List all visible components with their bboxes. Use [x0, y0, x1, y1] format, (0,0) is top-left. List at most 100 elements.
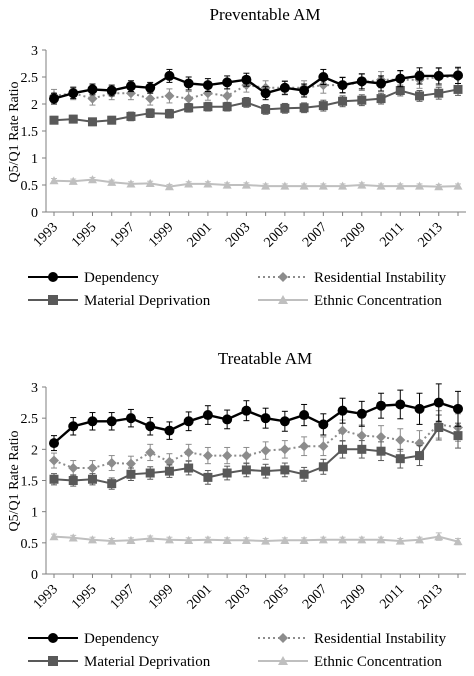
data-point — [337, 425, 348, 436]
data-point — [241, 180, 251, 189]
data-point — [376, 446, 386, 456]
data-point — [338, 444, 348, 454]
data-point — [433, 70, 444, 81]
data-point — [337, 405, 348, 416]
legend-item: Material Deprivation — [28, 654, 211, 670]
data-point — [107, 115, 117, 125]
series-material-deprivation — [49, 414, 463, 490]
data-point — [376, 535, 386, 544]
data-point — [87, 117, 97, 127]
data-point — [299, 535, 309, 544]
data-point — [222, 535, 232, 544]
data-point — [126, 179, 136, 188]
legend-item: Residential Instability — [258, 270, 447, 286]
data-point — [376, 94, 386, 104]
data-point — [434, 182, 444, 191]
y-tick-label: 3 — [31, 44, 38, 59]
data-point — [318, 80, 329, 91]
data-point — [278, 656, 288, 665]
data-point — [184, 463, 194, 473]
data-point — [183, 78, 194, 89]
data-point — [453, 403, 463, 414]
data-point — [261, 466, 271, 476]
legend-item: Material Deprivation — [28, 293, 211, 309]
data-point — [395, 86, 405, 95]
y-tick-label: 1.5 — [21, 125, 39, 140]
data-point — [107, 177, 117, 186]
data-point — [279, 82, 290, 93]
plot-area: 0 0.5 1 1.5 2 2.5 3 1993 1995 1997 1999 2001 2003 200… — [21, 381, 466, 612]
data-point — [49, 176, 59, 185]
data-point — [222, 102, 232, 112]
data-point — [357, 444, 367, 454]
data-point — [318, 101, 328, 111]
data-point — [414, 70, 425, 81]
x-tick-label: 1999 — [146, 582, 176, 612]
data-point — [145, 93, 156, 104]
data-point — [68, 176, 78, 185]
y-tick-label: 0.5 — [21, 537, 39, 552]
data-point — [453, 431, 463, 441]
data-point — [68, 476, 78, 485]
data-point — [453, 70, 463, 81]
data-point — [87, 535, 97, 544]
data-point — [241, 535, 251, 544]
x-tick-label: 1999 — [146, 220, 176, 250]
data-point — [125, 81, 136, 92]
data-point — [241, 97, 251, 107]
data-point — [299, 410, 310, 421]
data-point — [395, 536, 405, 545]
data-point — [357, 535, 367, 544]
data-point — [414, 403, 425, 414]
data-point — [68, 88, 79, 99]
data-point — [126, 469, 136, 479]
data-point — [453, 181, 463, 190]
legend-item: Dependency — [28, 631, 159, 647]
y-axis-label: Q5/Q1 Rate Ratio — [7, 81, 22, 182]
data-point — [183, 93, 194, 104]
data-point — [202, 88, 213, 99]
data-point — [49, 93, 59, 104]
x-tick-label: 2005 — [262, 582, 292, 612]
data-point — [87, 463, 98, 474]
data-point — [222, 468, 232, 478]
plot-area: 0 0.5 1 1.5 2 2.5 3 1993 1995 1997 1999 2001 2003 200… — [21, 44, 466, 250]
data-point — [48, 295, 58, 305]
data-point — [164, 70, 175, 81]
data-point — [145, 533, 155, 543]
data-point — [145, 108, 155, 118]
data-point — [145, 447, 156, 458]
panel-treatable: Treatable AM Q5/Q1 Rate Ratio — [7, 349, 312, 532]
series-line — [53, 74, 459, 100]
data-point — [318, 535, 328, 544]
legend-item: Residential Instability — [258, 631, 447, 647]
data-point — [87, 416, 98, 427]
legend-label: Material Deprivation — [84, 293, 211, 309]
data-point — [318, 181, 328, 190]
y-tick-label: 2.5 — [21, 71, 39, 86]
y-axis-label: Q5/Q1 Rate Ratio — [7, 430, 22, 531]
legend: Dependency Residential Instability Materia… — [28, 270, 447, 309]
data-point — [299, 181, 309, 190]
series-ethnic-concentration — [49, 175, 463, 191]
data-point — [278, 295, 288, 304]
data-point — [87, 93, 98, 104]
data-point — [279, 444, 290, 455]
y-tick-label: 0.5 — [21, 179, 39, 194]
data-point — [395, 181, 405, 190]
data-point — [125, 413, 136, 424]
data-point — [415, 535, 425, 544]
data-point — [356, 430, 367, 441]
data-point — [106, 416, 117, 427]
data-point — [280, 181, 290, 190]
data-point — [337, 80, 348, 91]
x-tick-label: 2003 — [223, 582, 253, 612]
data-point — [318, 462, 328, 472]
data-point — [145, 468, 155, 478]
data-point — [202, 450, 213, 461]
data-point — [126, 111, 136, 121]
x-tick-label: 2011 — [377, 582, 407, 612]
chart-title: Preventable AM — [210, 5, 321, 24]
x-tick-label: 2001 — [185, 220, 215, 250]
